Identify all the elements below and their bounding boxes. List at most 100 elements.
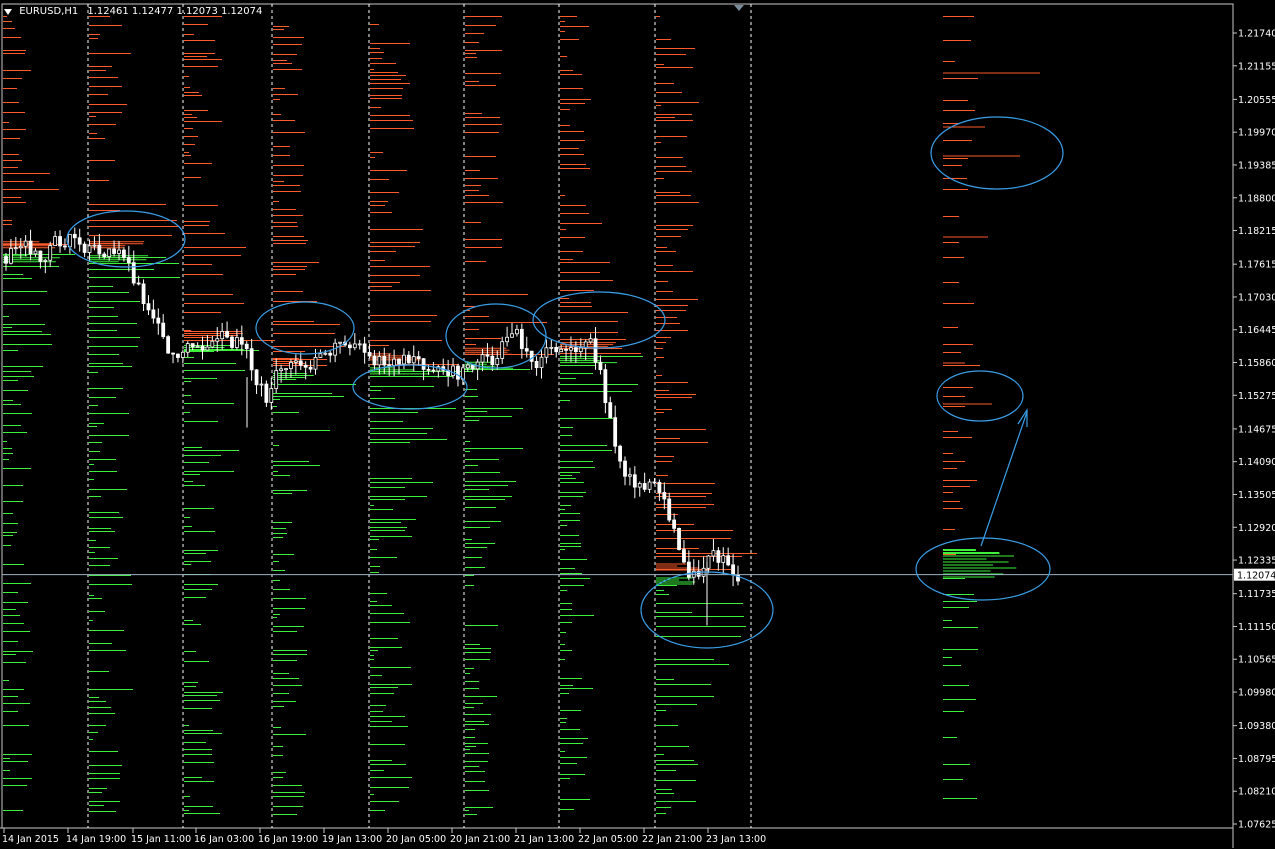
candle-body <box>578 347 583 352</box>
price-tick-label: 1.08795 <box>1238 754 1275 765</box>
candle-body <box>500 341 505 359</box>
candle-body <box>711 550 716 557</box>
candle-body <box>421 358 426 370</box>
candle-body <box>4 256 8 264</box>
candle-body <box>38 250 43 262</box>
annotation-ellipse <box>445 303 547 369</box>
price-tick-label: 1.09980 <box>1238 688 1275 699</box>
annotation-ellipse <box>930 116 1064 190</box>
candle-body <box>9 248 13 264</box>
candle-body <box>686 561 691 578</box>
current-price-tag <box>1234 568 1275 581</box>
candle-body <box>28 240 33 255</box>
candle-body <box>416 356 421 360</box>
candle-body <box>82 243 87 253</box>
candle-body <box>721 555 726 563</box>
candle-body <box>632 474 637 488</box>
annotation-ellipse <box>936 370 1024 422</box>
candle-body <box>239 337 244 345</box>
candle-body <box>298 360 303 366</box>
time-tick-label: 14 Jan 2015 <box>2 834 59 845</box>
candle-body <box>328 352 333 356</box>
price-tick-label: 1.19385 <box>1238 160 1275 171</box>
symbol-timeframe-label: EURUSD,H1 <box>19 6 79 17</box>
candle-body <box>289 361 293 369</box>
candle-body <box>230 336 234 348</box>
candle-body <box>559 348 564 353</box>
candle-body <box>244 343 249 350</box>
candle-body <box>480 354 485 363</box>
time-tick-label: 23 Jan 13:00 <box>706 834 766 845</box>
candle-body <box>642 483 647 490</box>
candle-body <box>293 360 298 363</box>
candle-body <box>519 328 524 349</box>
candle-body <box>392 358 397 366</box>
candle-body <box>117 249 121 254</box>
candle-body <box>53 236 58 246</box>
time-tick-label: 21 Jan 13:00 <box>514 834 574 845</box>
candle-body <box>731 564 735 576</box>
price-tick-label: 1.18215 <box>1238 226 1275 237</box>
candle-body <box>151 309 156 319</box>
candle-body <box>190 343 195 348</box>
candle-body <box>338 341 342 344</box>
candle-body <box>279 368 284 372</box>
candle-body <box>588 338 593 343</box>
candle-body <box>470 364 475 370</box>
candle-body <box>131 262 136 284</box>
plot-frame <box>1 3 1234 829</box>
candle-body <box>171 352 175 355</box>
price-tick-label: 1.13505 <box>1238 490 1275 501</box>
candle-body <box>544 347 549 358</box>
candle-body <box>573 347 578 352</box>
candle-body <box>696 570 701 577</box>
candle-body <box>495 358 500 365</box>
candle-body <box>564 348 568 351</box>
candle-body <box>63 245 67 248</box>
candle-body <box>274 370 279 389</box>
candle-body <box>18 245 23 249</box>
candle-body <box>13 247 18 250</box>
time-tick-label: 15 Jan 11:00 <box>131 834 191 845</box>
candle-body <box>205 346 210 351</box>
candle-body <box>284 368 288 370</box>
candle-body <box>313 357 318 370</box>
time-tick-label: 16 Jan 19:00 <box>258 834 318 845</box>
candle-body <box>136 282 141 285</box>
price-tick-label: 1.21740 <box>1238 29 1275 40</box>
candle-body <box>456 365 460 380</box>
price-tick-label: 1.17030 <box>1238 292 1275 303</box>
price-tick-label: 1.15275 <box>1238 391 1275 402</box>
annotation-ellipse <box>66 210 186 268</box>
candle-body <box>176 353 180 358</box>
candle-body <box>166 336 171 354</box>
candle-body <box>726 555 731 566</box>
candle-body <box>97 244 102 255</box>
candle-body <box>613 417 618 447</box>
price-tick-label: 1.07625 <box>1238 820 1275 831</box>
current-price-tag-label: 1.12074 <box>1237 571 1275 582</box>
annotation-ellipse <box>255 301 355 355</box>
price-tick-label: 1.09380 <box>1238 721 1275 732</box>
candle-body <box>603 369 608 404</box>
candle-body <box>102 253 107 258</box>
candle-body <box>107 248 112 258</box>
candle-body <box>264 383 269 403</box>
candle-body <box>402 354 406 365</box>
candle-body <box>87 245 92 253</box>
candle-body <box>554 346 559 353</box>
candle-body <box>220 331 225 340</box>
candle-body <box>672 519 677 529</box>
candle-body <box>451 365 455 376</box>
candle-body <box>323 352 328 355</box>
candle-body <box>382 356 387 366</box>
candle-body <box>524 348 529 352</box>
candle-body <box>23 240 28 247</box>
candle-body <box>397 358 401 365</box>
chart-menu-triangle-icon[interactable] <box>4 8 12 15</box>
time-tick-label: 14 Jan 19:00 <box>66 834 126 845</box>
candle-body <box>372 355 377 366</box>
candle-body <box>662 492 667 500</box>
time-tick-label: 16 Jan 03:00 <box>194 834 254 845</box>
